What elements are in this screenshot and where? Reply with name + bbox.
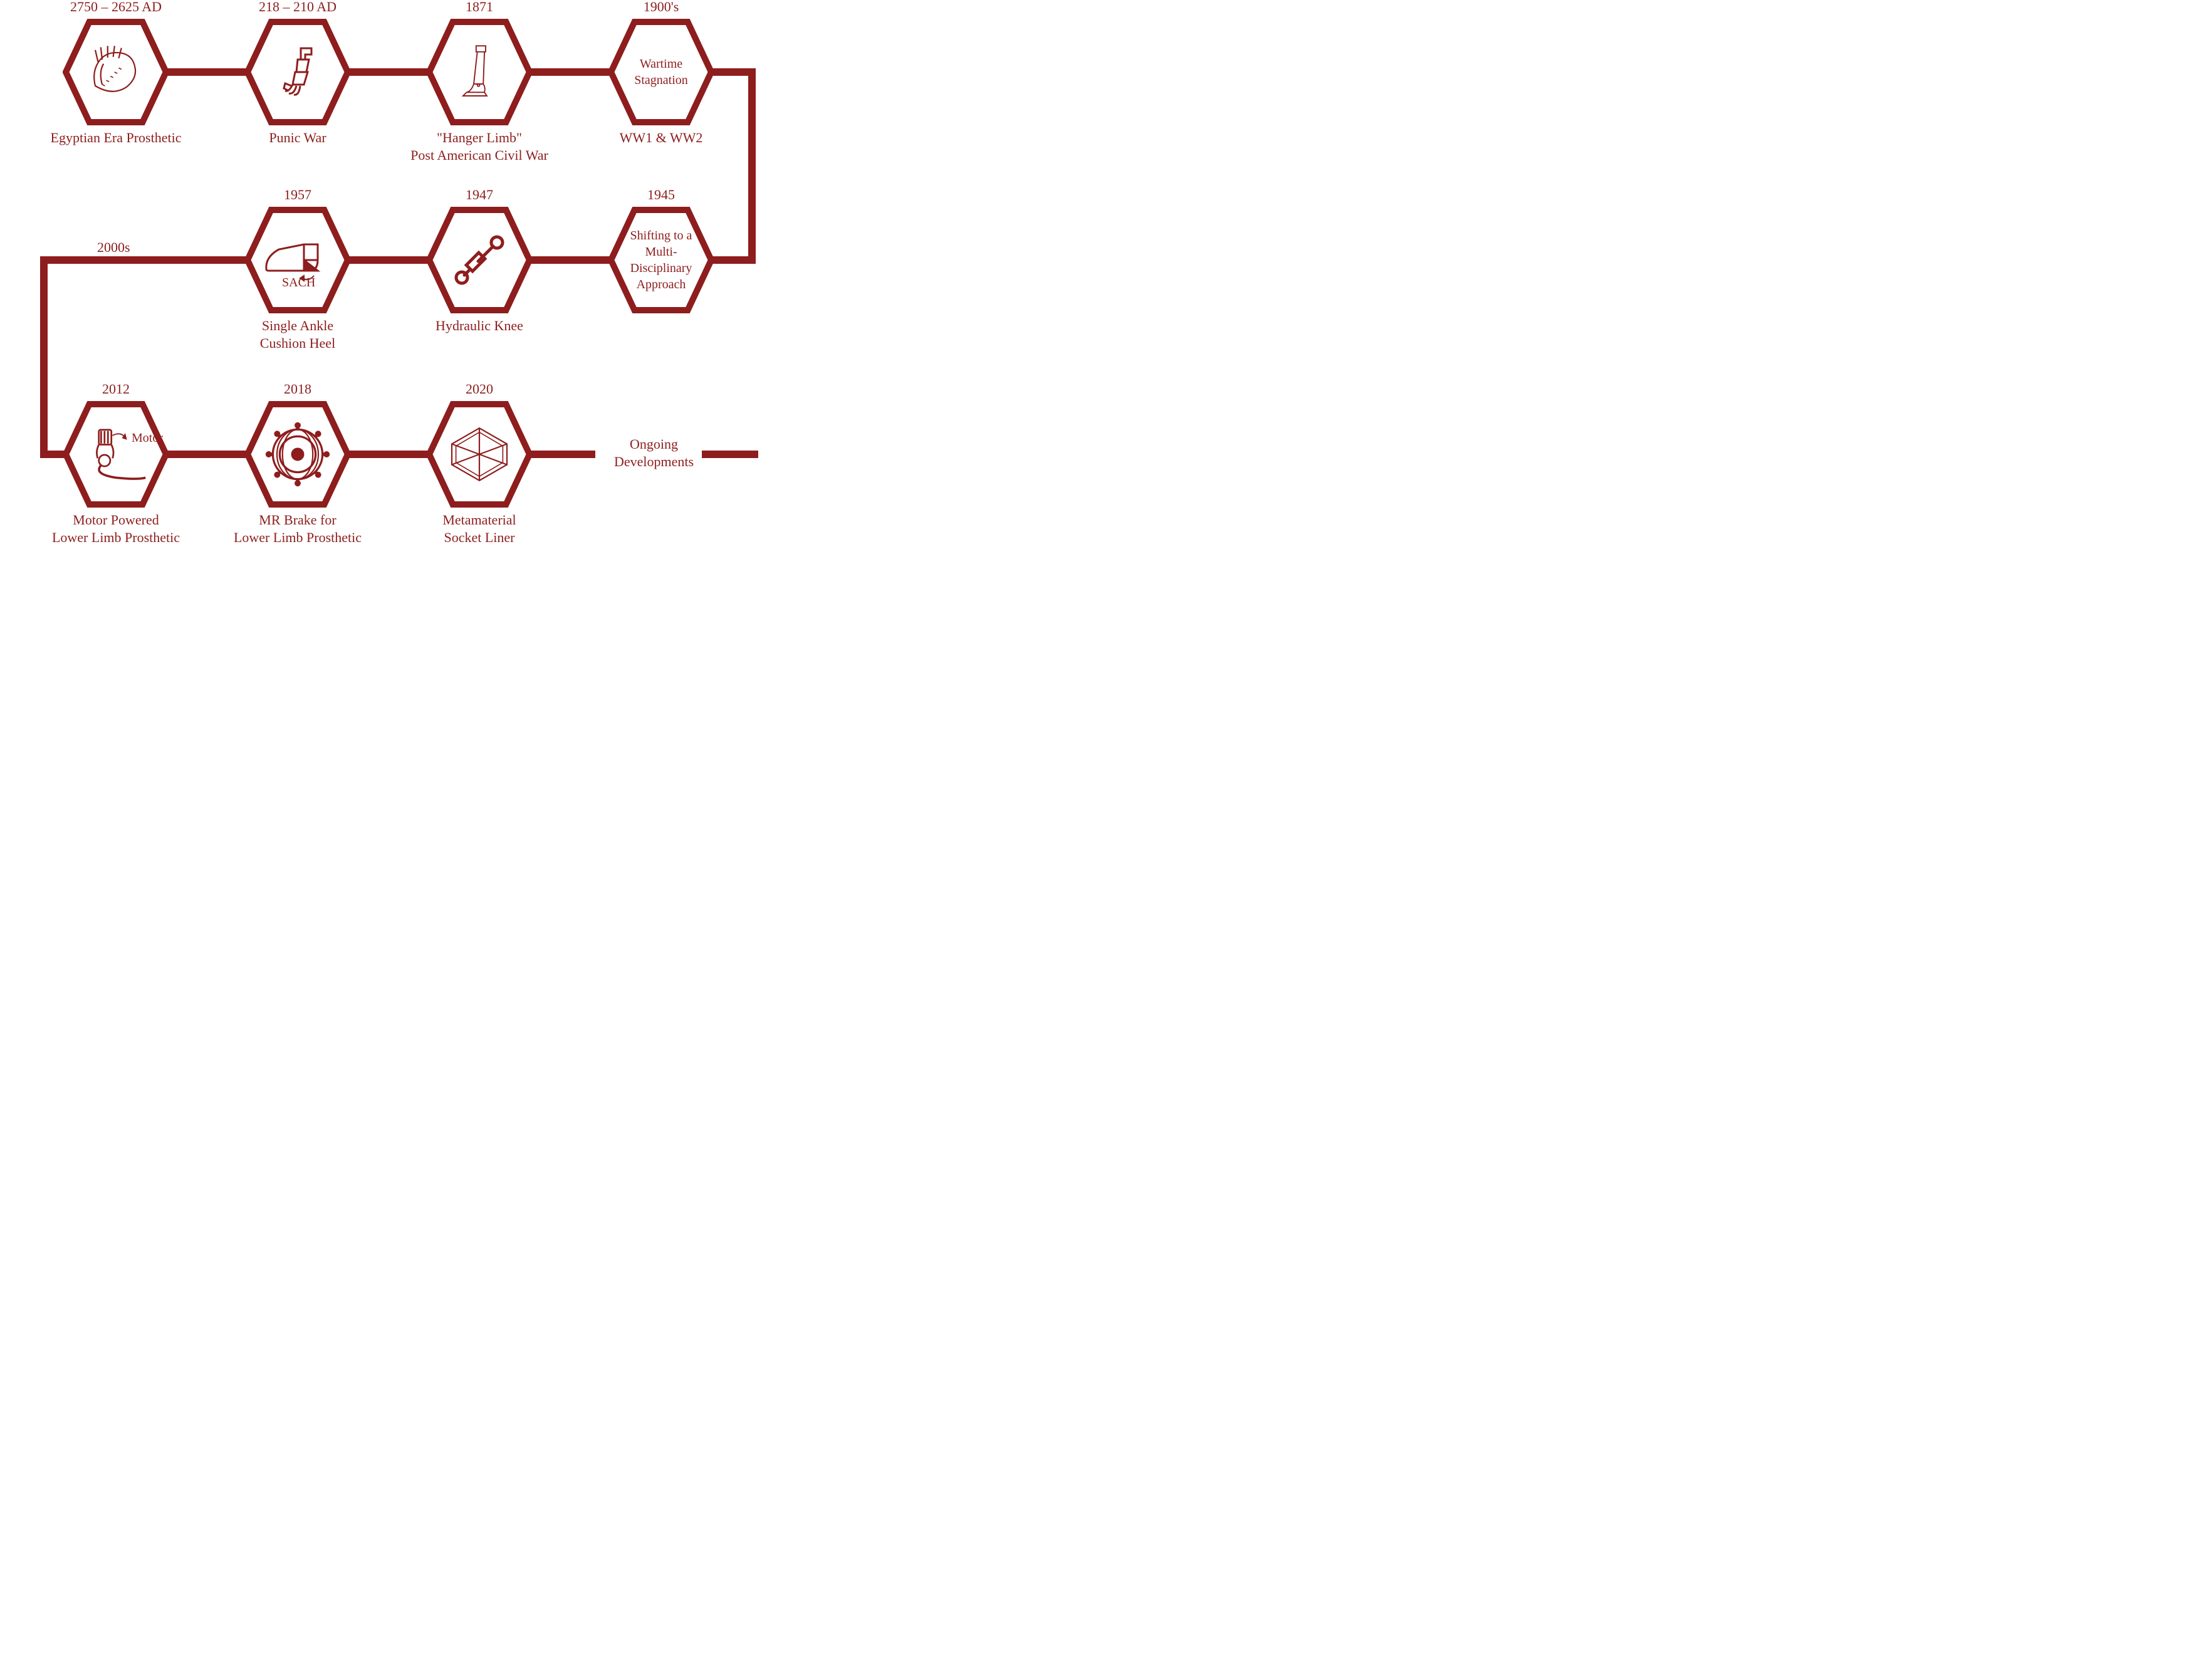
node-caption: MetamaterialSocket Liner — [442, 511, 516, 546]
node-caption: WW1 & WW2 — [620, 129, 703, 147]
timeline-node-n8 — [244, 401, 351, 508]
motor-leg-icon — [78, 417, 154, 492]
node-caption: Single AnkleCushion Heel — [260, 317, 335, 352]
timeline-node-n3: WartimeStagnation — [608, 19, 714, 125]
timeline-node-n7: Motor — [63, 401, 169, 508]
node-date-label: 1871 — [466, 0, 493, 15]
node-date-label: 1900's — [644, 0, 679, 15]
node-date-label: 2012 — [102, 381, 130, 397]
mid-era-label: 2000s — [97, 239, 130, 256]
mr-brake-icon — [260, 417, 335, 492]
node-date-label: 2020 — [466, 381, 493, 397]
node-caption: Punic War — [269, 129, 326, 147]
timeline-node-n0 — [63, 19, 169, 125]
node-date-label: 1947 — [466, 187, 493, 203]
node-caption: "Hanger Limb"Post American Civil War — [410, 129, 548, 164]
node-caption: Egyptian Era Prosthetic — [51, 129, 182, 147]
sach-foot-icon — [260, 222, 335, 298]
timeline-node-n1 — [244, 19, 351, 125]
egyptian-hand-icon — [78, 34, 154, 110]
node-caption: Hydraulic Knee — [436, 317, 523, 335]
hanger-limb-icon — [442, 34, 517, 110]
connector-segment — [702, 451, 758, 458]
node-date-label: 218 – 210 AD — [259, 0, 337, 15]
timeline-container: 2000s OngoingDevelopments 2750 – 2625 AD E… — [0, 0, 790, 602]
node-date-label: 2018 — [284, 381, 311, 397]
timeline-node-n6: SACH — [244, 207, 351, 313]
hydraulic-cylinder-icon — [442, 222, 517, 298]
timeline-node-n9 — [426, 401, 533, 508]
node-date-label: 1945 — [647, 187, 675, 203]
timeline-node-n4: Shifting to aMulti-DisciplinaryApproach — [608, 207, 714, 313]
node-caption: MR Brake forLower Limb Prosthetic — [234, 511, 362, 546]
node-inner-text: Shifting to aMulti-DisciplinaryApproach — [608, 227, 714, 293]
connector-segment — [40, 256, 48, 458]
metamaterial-icon — [442, 417, 517, 492]
armored-arm-icon — [260, 34, 335, 110]
ongoing-label: OngoingDevelopments — [614, 436, 694, 470]
timeline-node-n2 — [426, 19, 533, 125]
connector-segment — [748, 68, 756, 264]
node-date-label: 2750 – 2625 AD — [70, 0, 162, 15]
node-date-label: 1957 — [284, 187, 311, 203]
node-caption: Motor PoweredLower Limb Prosthetic — [52, 511, 180, 546]
timeline-node-n5 — [426, 207, 533, 313]
node-inner-text: WartimeStagnation — [623, 56, 699, 88]
